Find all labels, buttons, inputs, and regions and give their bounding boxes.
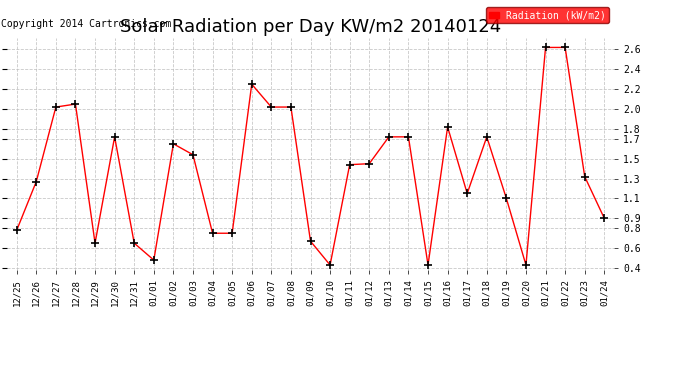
Legend: Radiation (kW/m2): Radiation (kW/m2) [486, 8, 609, 23]
Title: Solar Radiation per Day KW/m2 20140124: Solar Radiation per Day KW/m2 20140124 [120, 18, 501, 36]
Text: Copyright 2014 Cartronics.com: Copyright 2014 Cartronics.com [1, 19, 171, 29]
